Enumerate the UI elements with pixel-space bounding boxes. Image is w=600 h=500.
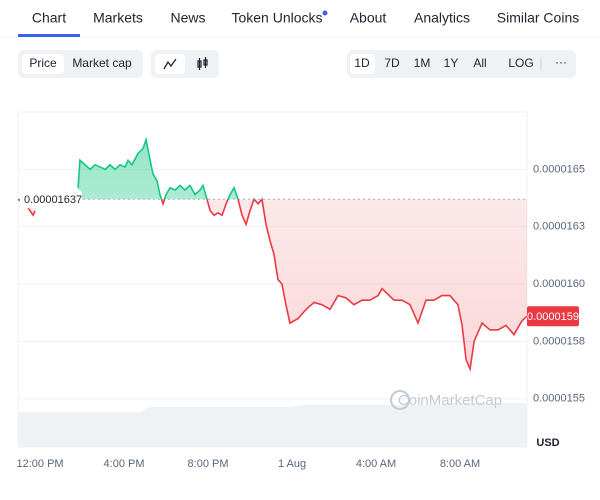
active-range (350, 54, 375, 74)
x-tick-label: 8:00 AM (440, 458, 480, 470)
y-tick-label: 0.0000165 (533, 163, 585, 175)
x-tick-label: 1 Aug (278, 458, 306, 470)
x-tick-label: 4:00 AM (356, 458, 396, 470)
more-button[interactable]: ··· (555, 55, 567, 69)
tab[interactable]: Token Unlocks (231, 10, 322, 26)
currency-label: USD (536, 437, 559, 449)
active-view (22, 54, 64, 74)
candle-icon[interactable] (197, 57, 208, 70)
current-price-bg (527, 306, 579, 327)
tab[interactable]: Similar Coins (497, 10, 579, 26)
area-up (78, 139, 239, 200)
baseline-label-bg (20, 190, 82, 209)
range-button[interactable]: 1D (354, 56, 370, 70)
current-price-label: 0.0000159 (527, 311, 579, 323)
log-button[interactable]: LOG (508, 56, 533, 70)
watermark-logo (390, 390, 410, 410)
new-dot (322, 10, 328, 16)
range-button[interactable]: All (473, 56, 486, 70)
y-tick-label: 0.0000158 (533, 335, 585, 347)
tab[interactable]: Markets (93, 10, 143, 26)
active-tab-underline (18, 34, 80, 37)
x-tick-label: 8:00 PM (188, 458, 229, 470)
tab[interactable]: News (170, 10, 205, 26)
line-icon[interactable] (163, 58, 177, 70)
baseline-label: 0.00001637 (24, 194, 82, 206)
range-button[interactable]: 7D (384, 56, 400, 70)
volume-area (18, 403, 527, 447)
range-button[interactable]: 1M (414, 56, 431, 70)
price-line-up (18, 136, 263, 200)
tab[interactable]: Chart (32, 10, 66, 26)
range-toggle (347, 50, 576, 78)
x-tick-label: 12:00 PM (17, 458, 64, 470)
watermark: CoinMarketCap (398, 392, 502, 409)
x-tick-label: 4:00 PM (104, 458, 145, 470)
view-button[interactable]: Price (29, 56, 57, 70)
y-tick-label: 0.0000163 (533, 221, 585, 233)
area-down (18, 199, 527, 369)
view-button[interactable]: Market cap (72, 56, 132, 70)
tab[interactable]: Analytics (414, 10, 470, 26)
range-button[interactable]: 1Y (444, 56, 459, 70)
tab[interactable]: About (350, 10, 387, 26)
y-tick-label: 0.0000160 (533, 278, 585, 290)
y-tick-label: 0.0000155 (533, 393, 585, 405)
